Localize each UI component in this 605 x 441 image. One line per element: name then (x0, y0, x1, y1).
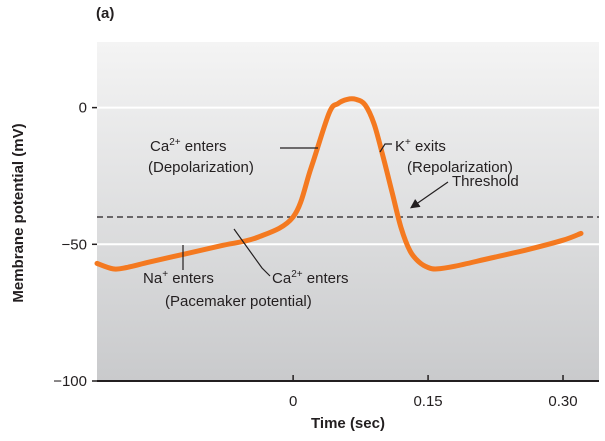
x-axis-title: Time (sec) (311, 415, 385, 432)
x-axis-ticks: 0 0.15 0.30 (289, 375, 578, 410)
y-tick-label: 0 (79, 100, 87, 117)
ca-depol-label-line1: Ca2+ enters (150, 137, 226, 155)
gridlines (97, 106, 599, 246)
y-axis-title: Membrane potential (mV) (10, 123, 27, 302)
pacemaker-label: (Pacemaker potential) (165, 293, 312, 310)
threshold-arrow (410, 181, 449, 209)
k-exits-label-line1: K+ exits (395, 137, 446, 155)
x-tick-label: 0.30 (548, 393, 577, 410)
k-exits-leader (379, 143, 392, 153)
ca-enters-leader (233, 228, 271, 277)
ca-enters-label: Ca2+ enters (272, 269, 348, 287)
y-axis-ticks: 0 −50 −100 (53, 100, 97, 390)
x-tick-label: 0.15 (413, 393, 442, 410)
ca-depol-label-line2: (Depolarization) (148, 159, 254, 176)
na-enters-label: Na+ enters (143, 269, 214, 287)
panel-label: (a) (96, 5, 114, 22)
x-tick-label: 0 (289, 393, 297, 410)
annotation-leaders (182, 143, 449, 277)
action-potential-curve (94, 96, 584, 272)
threshold-label: Threshold (452, 173, 519, 190)
plot-area (97, 42, 599, 381)
y-tick-label: −50 (62, 236, 87, 253)
y-tick-label: −100 (53, 373, 87, 390)
k-exits-label-line2: (Repolarization) (407, 159, 513, 176)
